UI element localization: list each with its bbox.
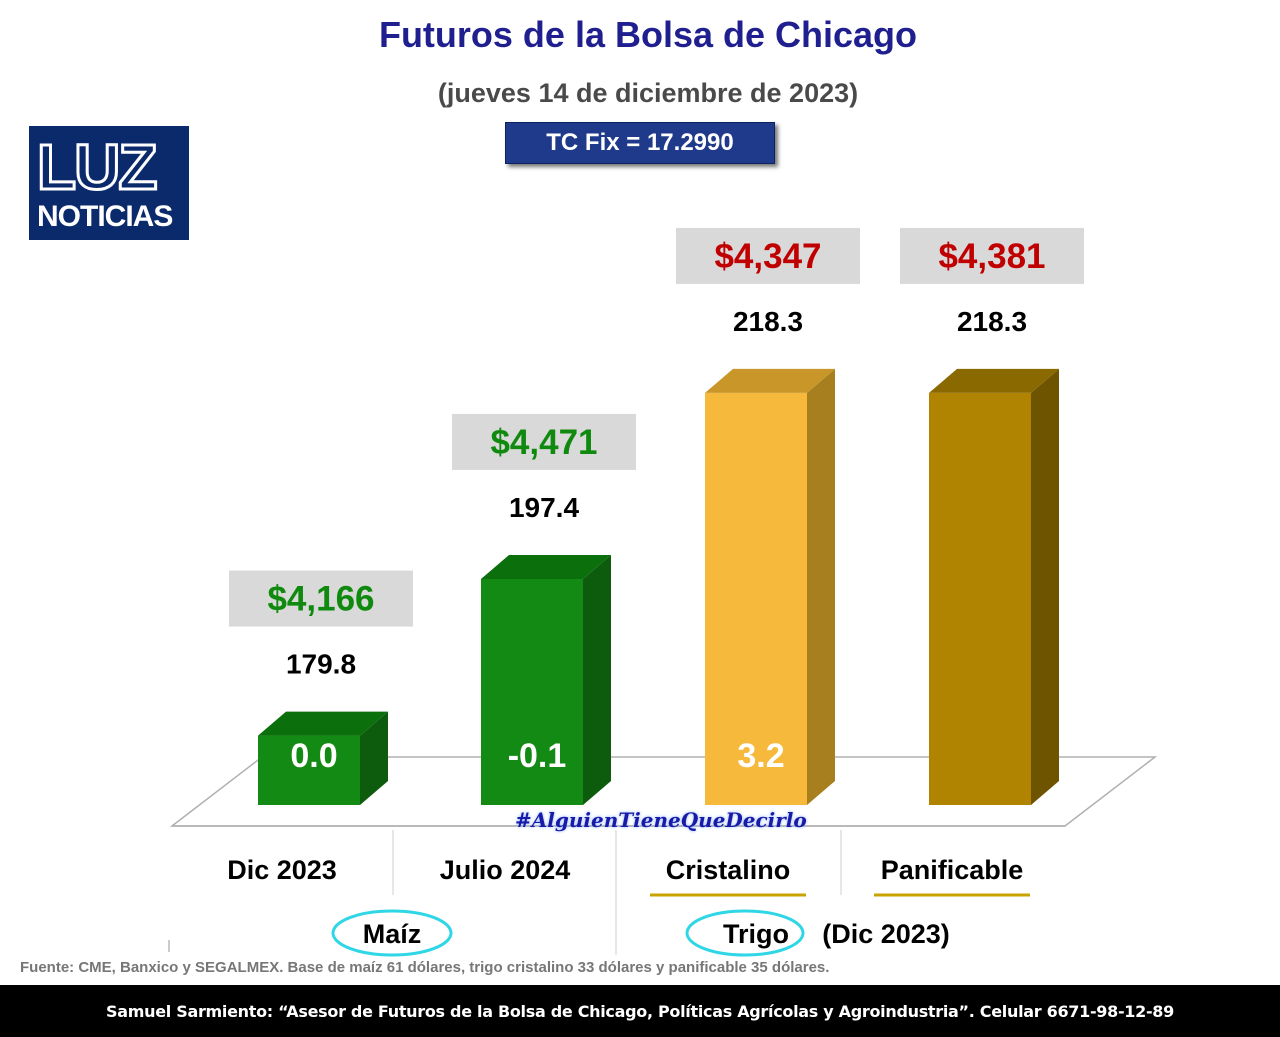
group-label-trigo: Trigo: [723, 919, 789, 949]
logo-text-luz: LUZ: [35, 130, 158, 205]
category-label: Julio 2024: [440, 855, 571, 885]
change-label: 3.2: [737, 737, 784, 775]
author-footer: Samuel Sarmiento: “Asesor de Futuros de …: [0, 985, 1280, 1037]
category-label: Dic 2023: [227, 855, 337, 885]
price-box: [452, 413, 636, 470]
source-note: Fuente: CME, Banxico y SEGALMEX. Base de…: [20, 959, 830, 976]
luz-noticias-logo: LUZ NOTICIAS: [29, 126, 189, 240]
price-label: $4,166: [267, 580, 374, 619]
bar-side: [1031, 368, 1059, 805]
trigo-highlight-ellipse: [685, 909, 805, 957]
bar-value-label: 197.4: [509, 492, 579, 523]
hashtag-watermark: #AlguienTieneQueDecirlo: [515, 808, 807, 832]
bar-side: [360, 711, 388, 805]
bar-top: [258, 711, 388, 736]
bar-front: [705, 392, 807, 805]
bar-value-label: 179.8: [286, 649, 356, 680]
group-label-trigo-suffix: (Dic 2023): [822, 919, 950, 949]
bar-top: [705, 368, 835, 393]
price-label: $4,347: [714, 237, 821, 276]
bar-side: [807, 368, 835, 805]
group-label-maiz: Maíz: [363, 919, 422, 949]
logo-text-noticias: NOTICIAS: [37, 200, 173, 233]
bar-value-label: 218.3: [957, 306, 1027, 337]
price-box: [676, 227, 860, 284]
price-label: $4,471: [490, 423, 597, 462]
bar-value-label: 218.3: [733, 306, 803, 337]
bar-top: [481, 554, 611, 579]
bars-layer: [258, 368, 1059, 805]
bar-front: [258, 735, 360, 805]
price-box: [900, 227, 1084, 284]
price-label: $4,381: [938, 237, 1045, 276]
bar-side: [583, 554, 611, 805]
change-label: -0.1: [508, 737, 567, 775]
bar-front: [481, 578, 583, 805]
chart-subtitle: (jueves 14 de diciembre de 2023): [437, 78, 859, 108]
bar-chart: 179.8 $4,166 0.0 Dic 2023 197.4 $4,471 -0.1 Jul…: [168, 227, 1158, 957]
bar-front: [929, 392, 1031, 805]
bar-top: [929, 368, 1059, 393]
labels-layer: 179.8 $4,166 0.0 Dic 2023 197.4 $4,471 -0.1 Jul…: [227, 227, 1084, 897]
category-label: Panificable: [881, 855, 1024, 885]
chart-title: Futuros de la Bolsa de Chicago: [378, 14, 918, 55]
maiz-highlight-ellipse: [331, 909, 453, 957]
exchange-rate-badge: TC Fix = 17.2990: [505, 122, 775, 164]
change-label: 0.0: [290, 737, 337, 775]
price-box: [229, 570, 413, 627]
category-label: Cristalino: [666, 855, 791, 885]
